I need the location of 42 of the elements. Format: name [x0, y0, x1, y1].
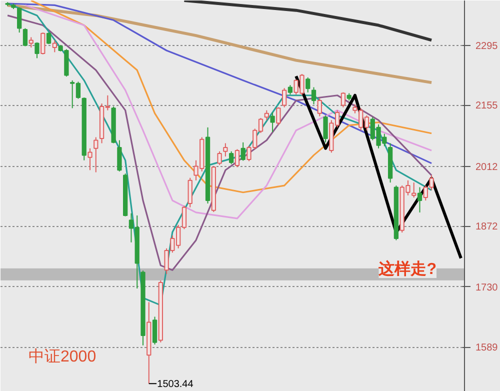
candlestick — [88, 148, 92, 171]
candlestick — [188, 177, 192, 208]
candlestick — [311, 86, 316, 105]
y-tick-label: 1872 — [476, 222, 498, 233]
annotation: 这样走? — [378, 260, 437, 278]
y-tick-label: 1589 — [476, 342, 498, 354]
candlestick — [282, 88, 287, 108]
candlestick — [22, 28, 28, 47]
candlestick — [317, 98, 322, 117]
candlestick — [306, 76, 310, 93]
candlestick — [52, 40, 57, 53]
candlestick — [40, 32, 46, 55]
candlestick — [28, 36, 34, 48]
candlestick — [288, 84, 293, 96]
candlestick — [228, 150, 234, 165]
candlestick — [340, 92, 346, 108]
candlestick — [323, 114, 328, 143]
y-tick-label: 2012 — [476, 162, 498, 173]
candlestick — [412, 182, 416, 198]
candlestick — [17, 6, 22, 34]
candlestick — [34, 42, 40, 59]
candlestick — [223, 142, 228, 157]
candlestick — [217, 150, 222, 166]
line-series — [6, 4, 434, 84]
y-tick-label: 2155 — [476, 100, 498, 112]
candlestick — [46, 32, 52, 45]
candlestick — [417, 186, 422, 213]
y-tick-label: 1730 — [476, 282, 498, 294]
line-series — [182, 0, 434, 42]
text: 中证2000 — [28, 348, 96, 366]
annotation: 1503.44 — [157, 379, 194, 390]
candlestick — [94, 136, 98, 173]
y-tick-label: 2295 — [476, 40, 498, 52]
candlestick — [240, 142, 246, 162]
line-series — [6, 2, 432, 164]
candlestick — [234, 148, 240, 168]
candlestick — [270, 112, 275, 133]
candlestick — [276, 106, 281, 126]
line-series — [294, 74, 462, 260]
candlestick — [264, 110, 269, 121]
candlestick — [152, 316, 158, 345]
candlestick — [117, 140, 122, 172]
